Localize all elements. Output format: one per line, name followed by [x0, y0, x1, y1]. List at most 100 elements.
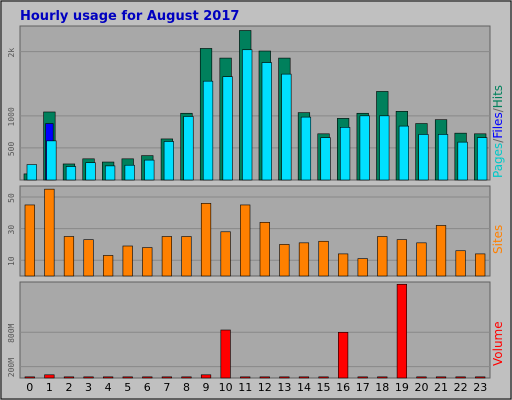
x-tick-label: 20 — [414, 381, 428, 394]
bar-sites — [357, 258, 368, 277]
x-tick-label: 6 — [144, 381, 151, 394]
bar-hits — [398, 125, 409, 181]
bar-hits — [340, 127, 351, 181]
side-label-pages: Pages — [491, 143, 505, 178]
side-label-sites: Sites — [491, 225, 505, 254]
panel-0: 500 1000 2k — [7, 25, 491, 181]
bar-sites — [318, 240, 329, 277]
x-tick-label: 18 — [375, 381, 389, 394]
bar-volume — [259, 376, 270, 379]
bar-hits — [477, 137, 488, 181]
y-tick-label: 200M — [7, 358, 16, 377]
bar-sites — [161, 236, 172, 277]
x-tick-label: 16 — [336, 381, 350, 394]
bar-volume — [63, 376, 75, 379]
bar-volume — [161, 376, 172, 379]
side-label-sep1: / — [491, 138, 505, 143]
side-label-sep2: / — [491, 107, 505, 112]
panel-1: 10 30 50 — [7, 185, 491, 277]
y-tick-label: 2k — [7, 48, 16, 58]
bar-hits — [359, 115, 370, 181]
bar-sites — [200, 203, 212, 277]
x-tick-label: 19 — [395, 381, 409, 394]
bar-hits — [418, 134, 429, 181]
y-tick-label: 10 — [7, 256, 16, 266]
bar-volume — [83, 376, 94, 379]
bar-hits — [65, 166, 77, 181]
bar-sites — [416, 242, 427, 277]
x-tick-label: 21 — [434, 381, 448, 394]
bar-volume — [279, 376, 290, 379]
bar-hits — [457, 141, 468, 181]
x-tick-label: 9 — [203, 381, 210, 394]
bar-hits — [281, 73, 292, 181]
x-tick-label: 23 — [473, 381, 487, 394]
bar-volume — [455, 376, 466, 379]
bar-sites — [455, 250, 466, 277]
bar-hits — [183, 116, 194, 181]
bar-volume — [122, 376, 133, 379]
x-tick-label: 10 — [219, 381, 233, 394]
bar-hits — [105, 165, 116, 181]
bar-sites — [122, 245, 133, 277]
bar-volume — [240, 376, 251, 379]
x-tick-label: 22 — [454, 381, 468, 394]
bar-volume — [298, 376, 310, 379]
side-label-pages-files-hits: Pages/Files/Hits — [491, 85, 505, 178]
bar-hits — [379, 115, 390, 181]
bar-volume — [377, 376, 388, 379]
bar-volume — [44, 374, 55, 379]
bar-hits — [163, 141, 174, 181]
bar-hits — [320, 137, 331, 181]
x-tick-label: 1 — [46, 381, 53, 394]
bar-volume — [181, 376, 192, 379]
plot-area-2 — [19, 281, 491, 379]
x-tick-label: 7 — [163, 381, 170, 394]
bar-sites — [435, 225, 447, 277]
bar-sites — [259, 222, 270, 277]
bar-hits — [437, 134, 449, 181]
plot-area-1 — [19, 185, 491, 277]
bar-volume — [200, 374, 212, 379]
x-tick-label: 17 — [356, 381, 370, 394]
x-tick-label: 15 — [317, 381, 331, 394]
bar-hits — [222, 76, 233, 181]
x-tick-label: 12 — [258, 381, 272, 394]
x-tick-label: 5 — [124, 381, 131, 394]
bar-sites — [338, 253, 349, 277]
bar-volume — [24, 376, 35, 379]
x-tick-label: 11 — [238, 381, 252, 394]
panel-2: 200M 800M — [7, 281, 491, 379]
bar-hits — [124, 164, 135, 181]
bar-sites — [279, 244, 290, 277]
bar-sites — [396, 239, 407, 277]
bar-volume — [318, 376, 329, 379]
bar-hits — [261, 62, 272, 181]
x-tick-label: 13 — [277, 381, 291, 394]
bar-hits — [202, 80, 214, 181]
side-label-files: Files — [491, 112, 505, 138]
bar-volume — [416, 376, 427, 379]
y-tick-label: 30 — [7, 225, 16, 235]
bar-hits — [85, 162, 96, 181]
y-tick-label: 800M — [7, 323, 16, 342]
x-tick-label: 4 — [105, 381, 112, 394]
bar-sites — [475, 253, 486, 277]
bar-sites — [220, 231, 231, 277]
bar-sites — [298, 242, 310, 277]
bar-sites — [181, 236, 192, 277]
side-label-hits: Hits — [491, 85, 505, 108]
bar-hits — [46, 140, 57, 181]
chart-title: Hourly usage for August 2017 — [20, 9, 239, 24]
bar-hits — [300, 116, 312, 181]
x-tick-label: 14 — [297, 381, 311, 394]
bar-volume — [338, 331, 349, 379]
bar-sites — [44, 188, 55, 277]
y-tick-label: 500 — [7, 142, 16, 157]
x-tick-label: 0 — [26, 381, 33, 394]
bar-sites — [63, 236, 75, 277]
bar-volume — [103, 376, 114, 379]
